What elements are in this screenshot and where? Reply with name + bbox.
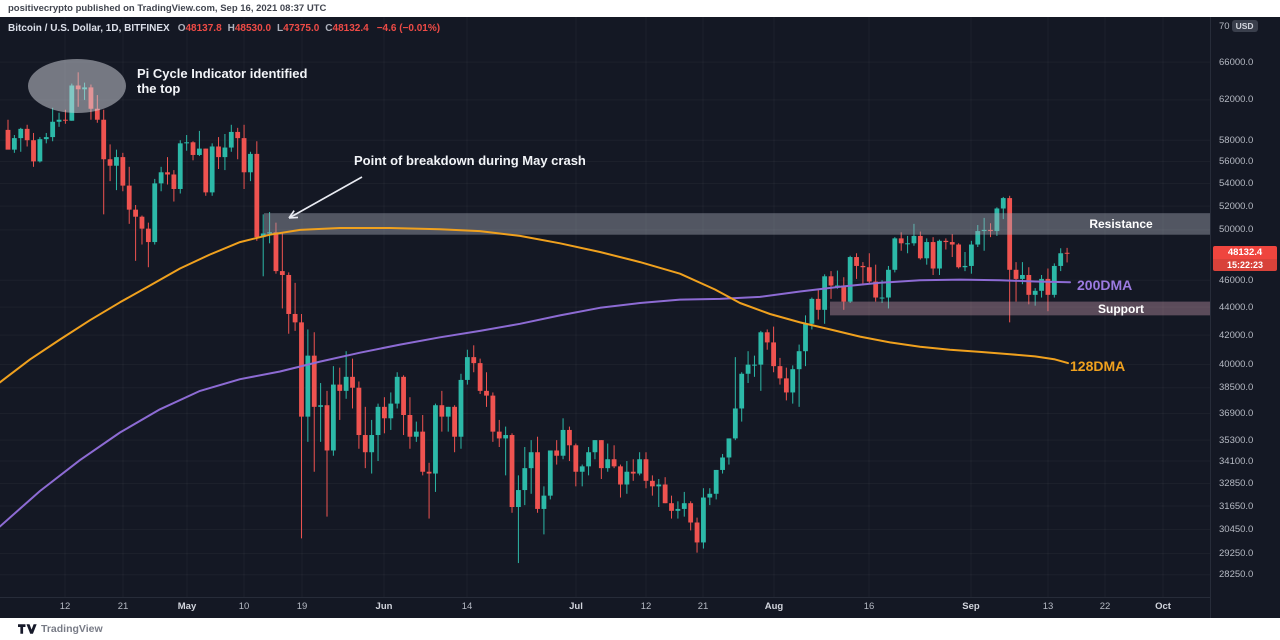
- zone-resistance: [264, 213, 1210, 235]
- annotation-pi-cycle: Pi Cycle Indicator identified the top: [137, 66, 307, 96]
- clipped-top-tick: 70: [1219, 21, 1230, 32]
- ma200-label: 200DMA: [1077, 277, 1133, 293]
- brand-name: TradingView: [41, 623, 103, 635]
- annotation-pi-line1: Pi Cycle Indicator identified: [137, 66, 308, 81]
- price-tick: 36900.0: [1219, 407, 1254, 419]
- time-tick: 12: [640, 601, 652, 612]
- price-tick: 66000.0: [1219, 56, 1254, 68]
- price-tick: 29250.0: [1219, 548, 1254, 560]
- ohlc-key-H: H: [227, 23, 235, 34]
- time-axis[interactable]: 12 21 May 10 19 Jun 14 Jul 12 21 Aug 16 Sep 13 22 Oct: [0, 600, 1210, 616]
- last-price-badge: 48132.4 15:22:23: [1213, 246, 1277, 272]
- line-128dma: [0, 227, 1069, 384]
- time-tick: Oct: [1155, 601, 1171, 612]
- tradingview-logo-icon: [18, 624, 37, 634]
- price-chart-canvas[interactable]: [0, 17, 1210, 618]
- time-tick: 19: [296, 601, 308, 612]
- price-axis-top: 70 USD: [1219, 20, 1258, 34]
- time-tick: 12: [59, 601, 71, 612]
- price-tick: 42000.0: [1219, 329, 1254, 341]
- price-tick: 58000.0: [1219, 134, 1254, 146]
- ohlc-values: O48137.8 H48530.0 L47375.0 C48132.4: [178, 23, 375, 34]
- brand-bar: TradingView: [0, 618, 1280, 640]
- ohlc-value-O: 48137.8: [185, 23, 222, 34]
- zone-support: [830, 301, 1210, 316]
- price-tick: 52000.0: [1219, 200, 1254, 212]
- ohlc-value-H: 48530.0: [234, 23, 272, 34]
- price-tick: 30450.0: [1219, 523, 1254, 535]
- line-200dma: [0, 278, 1071, 528]
- time-axis-border: [0, 597, 1210, 598]
- annotation-breakdown: Point of breakdown during May crash: [354, 153, 586, 168]
- price-tick: 34100.0: [1219, 455, 1254, 467]
- price-tick: 38500.0: [1219, 382, 1254, 394]
- publisher-bar: positivecrypto published on TradingView.…: [0, 0, 1280, 17]
- time-tick: 10: [238, 601, 250, 612]
- time-tick: Jul: [569, 601, 583, 612]
- change-value: −4.6 (−0.01%): [376, 23, 441, 34]
- price-tick: 31650.0: [1219, 500, 1254, 512]
- price-tick: 56000.0: [1219, 155, 1254, 167]
- ohlc-key-C: C: [325, 23, 333, 34]
- time-tick: 14: [461, 601, 473, 612]
- support-label: Support: [1098, 302, 1144, 316]
- price-tick: 40000.0: [1219, 359, 1254, 371]
- price-tick: 28250.0: [1219, 569, 1254, 581]
- annotation-pi-line2: the top: [137, 81, 181, 96]
- currency-toggle[interactable]: USD: [1231, 20, 1258, 32]
- ohlc-value-L: 47375.0: [283, 23, 320, 34]
- resistance-label: Resistance: [1089, 217, 1153, 231]
- time-tick: 21: [697, 601, 709, 612]
- price-tick: 62000.0: [1219, 94, 1254, 106]
- last-price-value: 48132.4: [1213, 246, 1277, 260]
- time-tick: 13: [1042, 601, 1054, 612]
- time-tick: Jun: [375, 601, 393, 612]
- price-tick: 44000.0: [1219, 301, 1254, 313]
- symbol-title: Bitcoin / U.S. Dollar, 1D, BITFINEX: [8, 23, 170, 34]
- time-tick: 16: [863, 601, 875, 612]
- time-tick: May: [177, 601, 197, 612]
- price-tick: 32850.0: [1219, 478, 1254, 490]
- time-tick: Aug: [764, 601, 784, 612]
- ma128-label: 128DMA: [1070, 358, 1126, 374]
- grid: [0, 17, 1210, 597]
- chart-area[interactable]: Bitcoin / U.S. Dollar, 1D, BITFINEX O4813…: [0, 17, 1280, 618]
- bar-countdown: 15:22:23: [1213, 259, 1277, 272]
- price-tick: 46000.0: [1219, 274, 1254, 286]
- candles: [5, 72, 1070, 564]
- ohlc-value-C: 48132.4: [332, 23, 369, 34]
- ohlc-key-O: O: [177, 23, 186, 34]
- price-tick: 50000.0: [1219, 224, 1254, 236]
- price-tick: 35300.0: [1219, 434, 1254, 446]
- publisher-text: positivecrypto published on TradingView.…: [8, 3, 327, 14]
- time-tick: 22: [1099, 601, 1111, 612]
- time-tick: 21: [117, 601, 129, 612]
- price-axis[interactable]: 70 USD 48132.4 15:22:23 66000.0 62000.0 580…: [1210, 17, 1280, 618]
- breakdown-arrow: [288, 176, 363, 219]
- time-tick: Sep: [962, 601, 980, 612]
- pi-cycle-ellipse: [28, 59, 126, 113]
- symbol-legend: Bitcoin / U.S. Dollar, 1D, BITFINEX O4813…: [8, 23, 440, 34]
- price-tick: 54000.0: [1219, 177, 1254, 189]
- ohlc-key-L: L: [277, 23, 284, 34]
